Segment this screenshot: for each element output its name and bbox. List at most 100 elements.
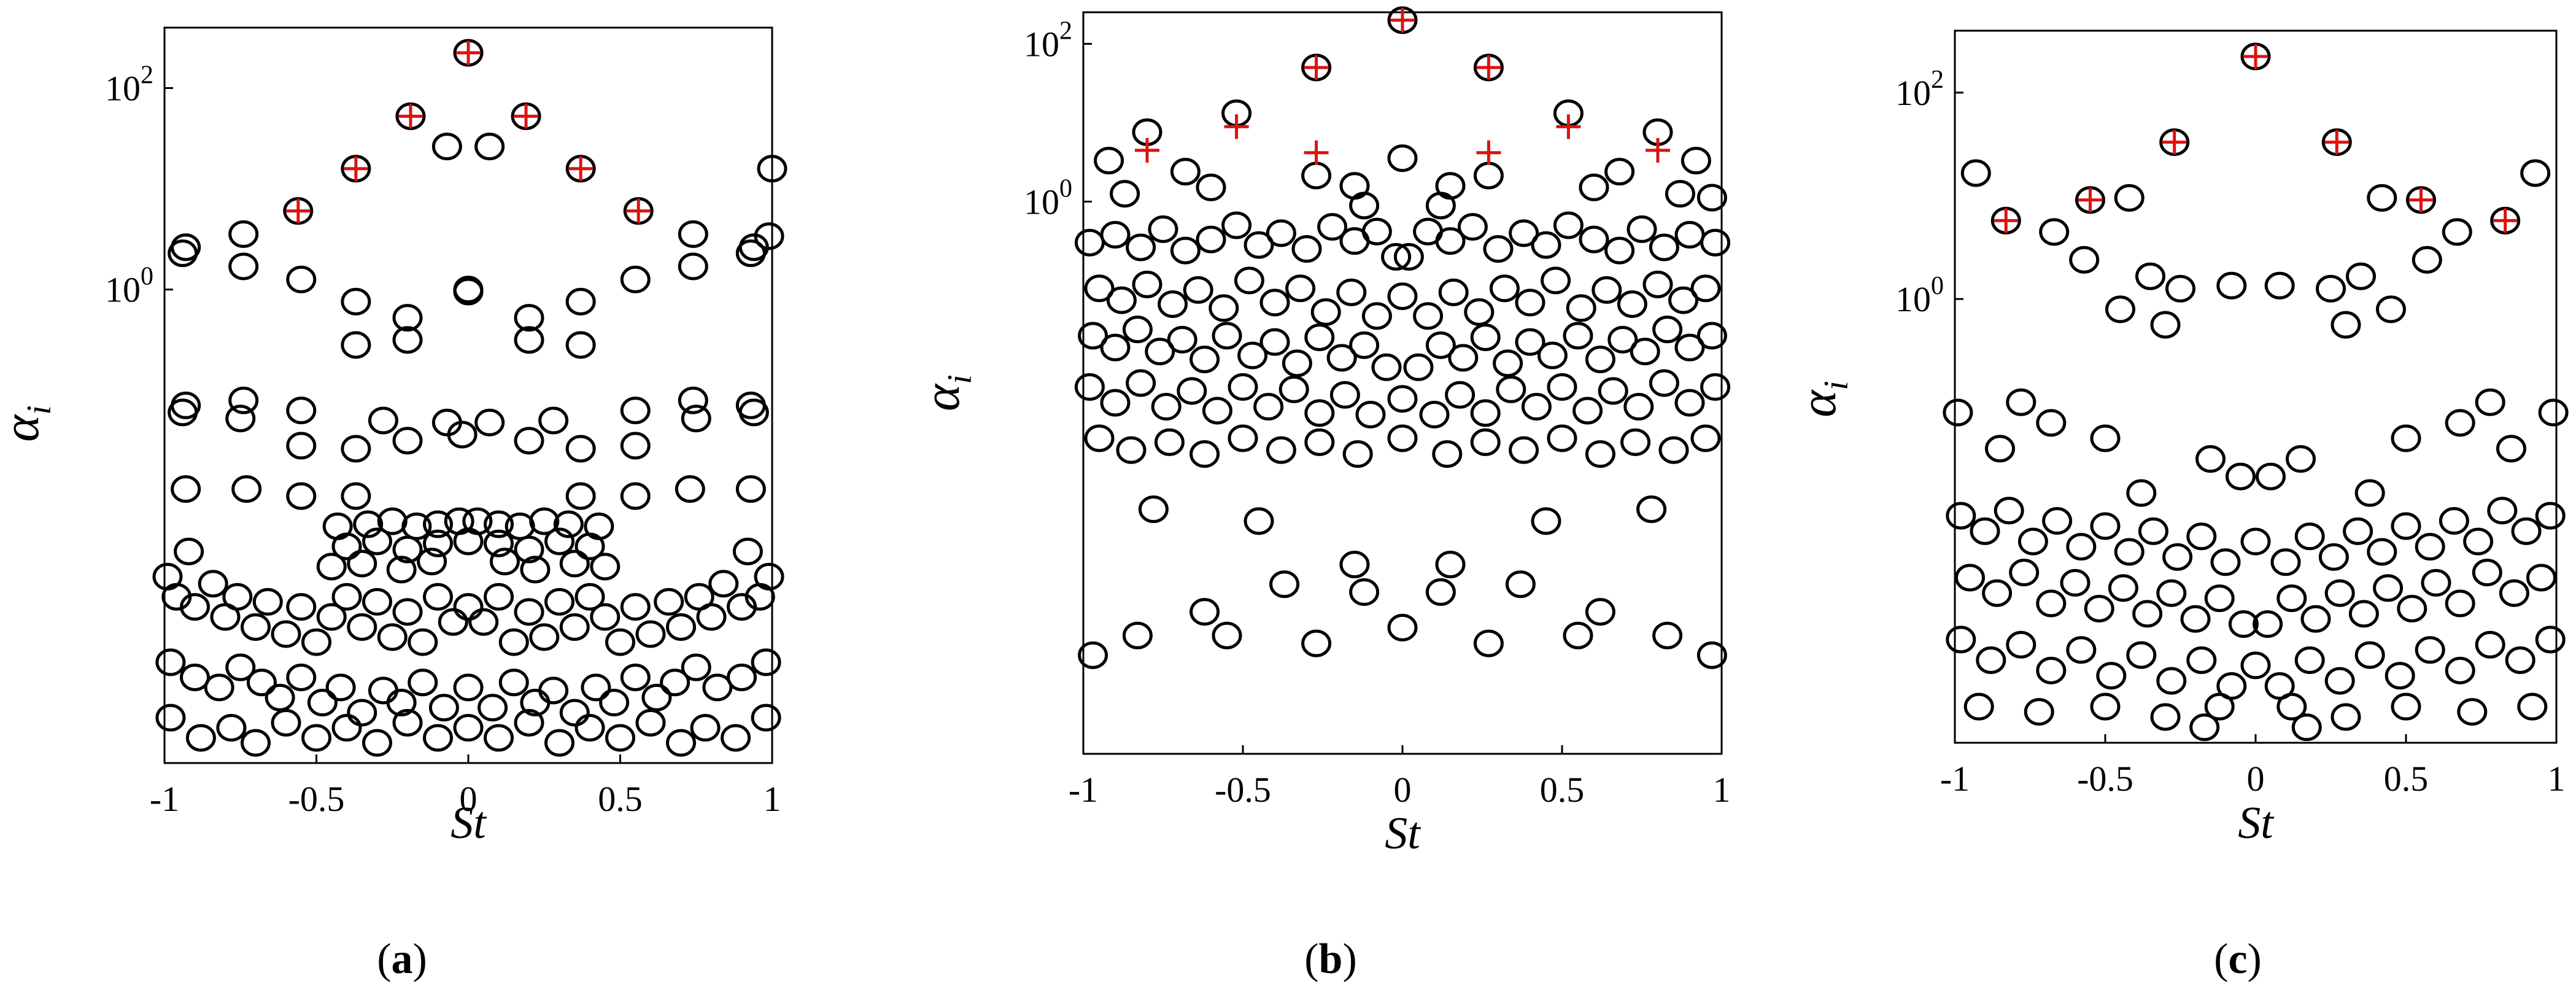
data-point-circle-c [2066,636,2097,664]
data-point-circle-a [484,724,514,752]
data-point-circle-b [1234,266,1264,295]
data-point-circle-c [2090,692,2121,721]
data-point-circle-b [1291,235,1322,263]
data-point-circle-a [599,689,630,717]
data-point-circle-c [2216,672,2247,700]
data-point-circle-b [1547,373,1577,401]
data-point-circle-b [1681,147,1711,175]
data-point-circle-b [1126,369,1156,397]
data-point-circle-b [1515,289,1545,317]
data-point-circle-b [1649,369,1679,397]
data-point-circle-c [2226,462,2256,490]
data-point-circle-a [514,427,544,455]
data-point-circle-b [1493,349,1523,378]
data-point-circle-c [2066,533,2097,561]
data-point-circle-b [1212,322,1242,350]
data-point-plus-b [1476,55,1501,80]
data-point-circle-b [1126,233,1156,262]
y-ticks-c: 100 102 [1895,66,1963,319]
data-point-circle-b [1269,570,1300,599]
data-point-circle-a [241,729,271,757]
data-point-circle-a [514,535,544,564]
data-point-circle-b [1244,231,1274,259]
data-point-circle-c [2286,445,2316,473]
data-point-circle-c [2006,630,2036,659]
data-point-circle-a [301,724,331,752]
data-point-circle-c [2445,656,2475,684]
panel-a: -1 -0.5 0 0.5 1 100 102 St αi (a) [0,26,787,983]
data-point-circle-a [520,556,551,584]
data-point-circle-a [544,729,574,757]
data-point-circle-b [1617,290,1647,318]
data-point-circle-a [368,406,398,435]
data-point-circle-c [2415,533,2445,561]
data-point-circle-b [1122,621,1153,649]
data-point-circle-a [453,527,484,556]
data-point-circle-c [2445,589,2475,618]
data-point-circle-c [2397,594,2427,622]
data-point-circle-c [2496,435,2526,463]
data-point-circle-b [1470,323,1501,351]
data-point-circle-a [681,653,711,681]
data-point-circle-a [417,548,447,576]
data-point-circle-a [474,408,505,436]
x-ticks-c: -1 -0.5 0 0.5 1 [1940,734,2566,799]
data-point-circle-b [1122,316,1153,344]
data-point-circle-c [2060,568,2091,597]
data-point-circle-a [565,482,596,510]
data-point-circle-c [2186,646,2217,675]
data-point-circle-c [2445,409,2475,437]
data-point-circle-c [1985,435,2015,463]
data-point-circle-a [605,628,635,656]
x-ticks-a: -1 -0.5 0 0.5 1 [150,754,781,819]
data-point-circle-b [1170,236,1201,265]
data-point-circle-a [286,664,317,692]
data-point-circle-b [1521,393,1552,421]
data-point-circle-a [678,252,708,281]
data-point-circle-c [2391,512,2421,540]
data-point-circle-c [2108,574,2138,602]
data-point-circle-b [1470,399,1501,427]
x-axis-label-c: St [2238,798,2275,848]
data-point-circle-b [1301,629,1332,657]
data-point-circle-a [751,648,781,676]
data-point-circle-c [1994,497,2024,525]
data-point-circle-a [252,587,283,616]
x-tick-label-c: 0.5 [2384,759,2429,799]
data-point-circle-c [2346,262,2376,290]
data-point-circle-a [423,724,453,752]
data-point-circle-c [2442,218,2472,246]
data-point-plus-b [1646,138,1670,163]
data-point-circle-a [690,714,721,742]
data-point-circle-b [1259,289,1290,317]
data-point-circle-c [1960,159,1991,187]
data-point-circle-a [605,724,635,752]
data-point-circle-a [453,593,484,621]
data-point-circle-a [590,603,621,631]
data-point-circle-a [347,613,377,641]
data-point-circle-c [2036,589,2067,618]
data-point-circle-b [1170,158,1201,186]
data-point-circle-a [447,420,478,449]
data-point-circle-a [225,405,256,433]
data-point-circle-a [171,475,201,503]
data-point-circle-b [1266,219,1296,247]
data-point-circle-a [408,668,438,697]
y-axis-label-b: αi [913,374,979,411]
data-point-circle-a [721,724,751,752]
data-point-plus-c [2162,130,2187,155]
data-point-circle-b [1221,211,1252,239]
data-point-circle-c [2156,667,2187,695]
data-point-circle-b [1592,276,1622,304]
data-point-plus-a [398,104,423,129]
data-point-circle-b [1304,399,1335,427]
data-point-circle-b [1209,294,1239,322]
data-point-circle-b [1282,349,1312,378]
data-point-circle-b [1448,344,1479,372]
data-point-circle-a [732,537,763,565]
data-point-circle-b [1652,621,1683,649]
data-point-plus-a [343,156,368,181]
data-point-circle-c [2195,445,2226,473]
data-point-circle-c [2138,517,2168,545]
data-point-circle-b [1690,424,1721,452]
